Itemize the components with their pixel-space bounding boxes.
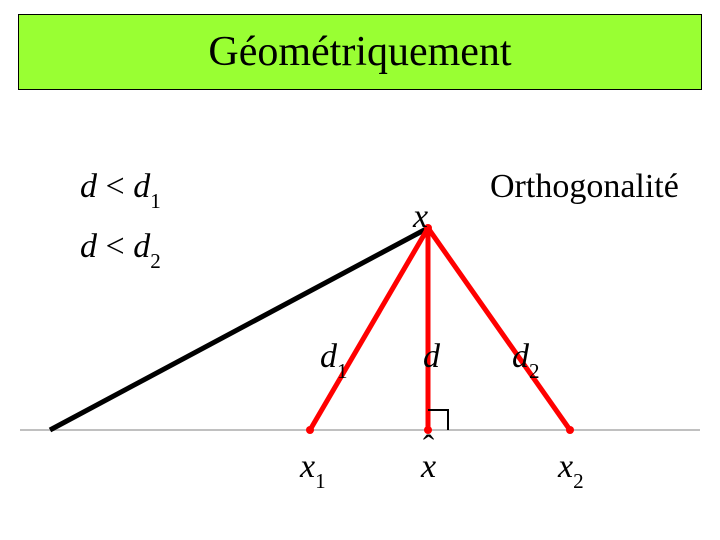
label-d1: d1 (320, 340, 348, 379)
label-x1: x1 (300, 450, 326, 489)
point-x2 (566, 426, 574, 434)
point-x1 (306, 426, 314, 434)
label-x_apex: x (413, 200, 428, 234)
label-d_lt_d1: d < d1 (80, 170, 161, 209)
label-orthogonalite: Orthogonalité (490, 170, 679, 204)
right-angle-marker (428, 410, 448, 430)
label-d_lt_d2: d < d2 (80, 230, 161, 269)
geometry-diagram (0, 0, 720, 540)
label-d2: d2 (512, 340, 540, 379)
label-xhat: xˆ (421, 450, 436, 484)
edge-d2 (428, 228, 570, 430)
label-x2: x2 (558, 450, 584, 489)
label-d_mid: d (423, 340, 440, 374)
slide-stage: { "canvas": { "width": 720, "height": 54… (0, 0, 720, 540)
